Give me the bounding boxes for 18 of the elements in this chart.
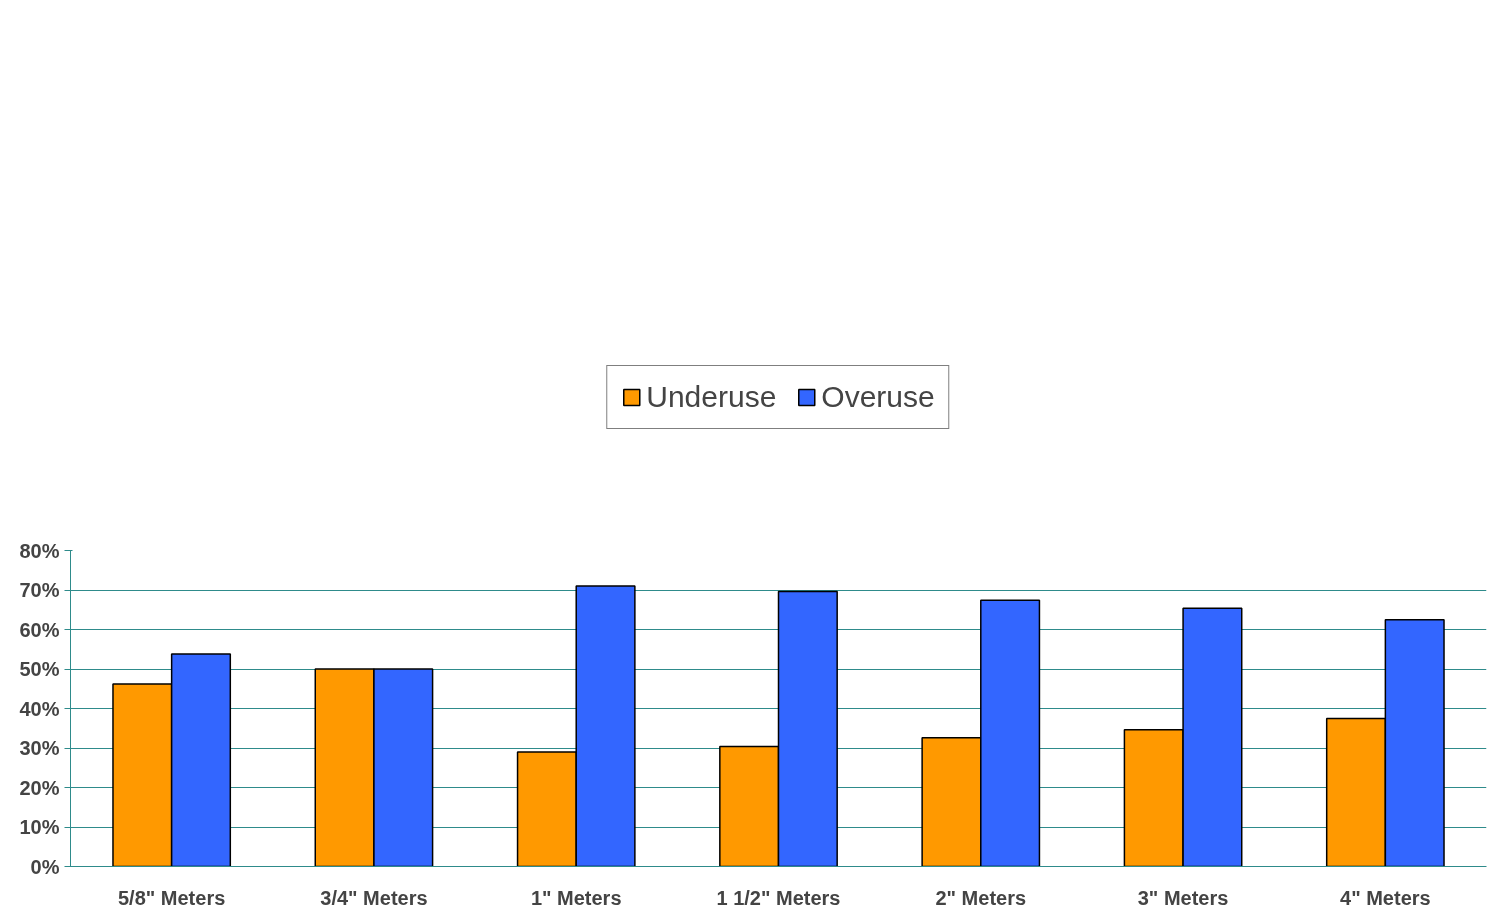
x-tick-label: 1 1/2" Meters: [716, 886, 841, 909]
y-tick-label: 10%: [19, 816, 60, 838]
x-tick-label: 2" Meters: [935, 886, 1027, 909]
y-tick-label: 30%: [19, 737, 60, 759]
y-tick-label: 20%: [19, 776, 60, 799]
y-tick-label: 50%: [19, 658, 60, 680]
x-tick-label: 4" Meters: [1340, 886, 1431, 909]
y-tick-label: 0%: [30, 855, 60, 878]
x-tick-label: 3/4" Meters: [320, 886, 428, 909]
y-tick-label: 70%: [19, 579, 60, 601]
y-tick-label: 40%: [19, 697, 60, 720]
y-tick-label: 60%: [19, 618, 60, 641]
y-tick-label: 80%: [19, 539, 60, 562]
x-tick-label: 3" Meters: [1137, 886, 1229, 909]
legend-label: Overuse: [821, 379, 935, 414]
x-tick-label: 1" Meters: [530, 886, 622, 909]
x-tick-label: 5/8" Meters: [117, 886, 226, 909]
legend-label: Underuse: [646, 379, 777, 414]
